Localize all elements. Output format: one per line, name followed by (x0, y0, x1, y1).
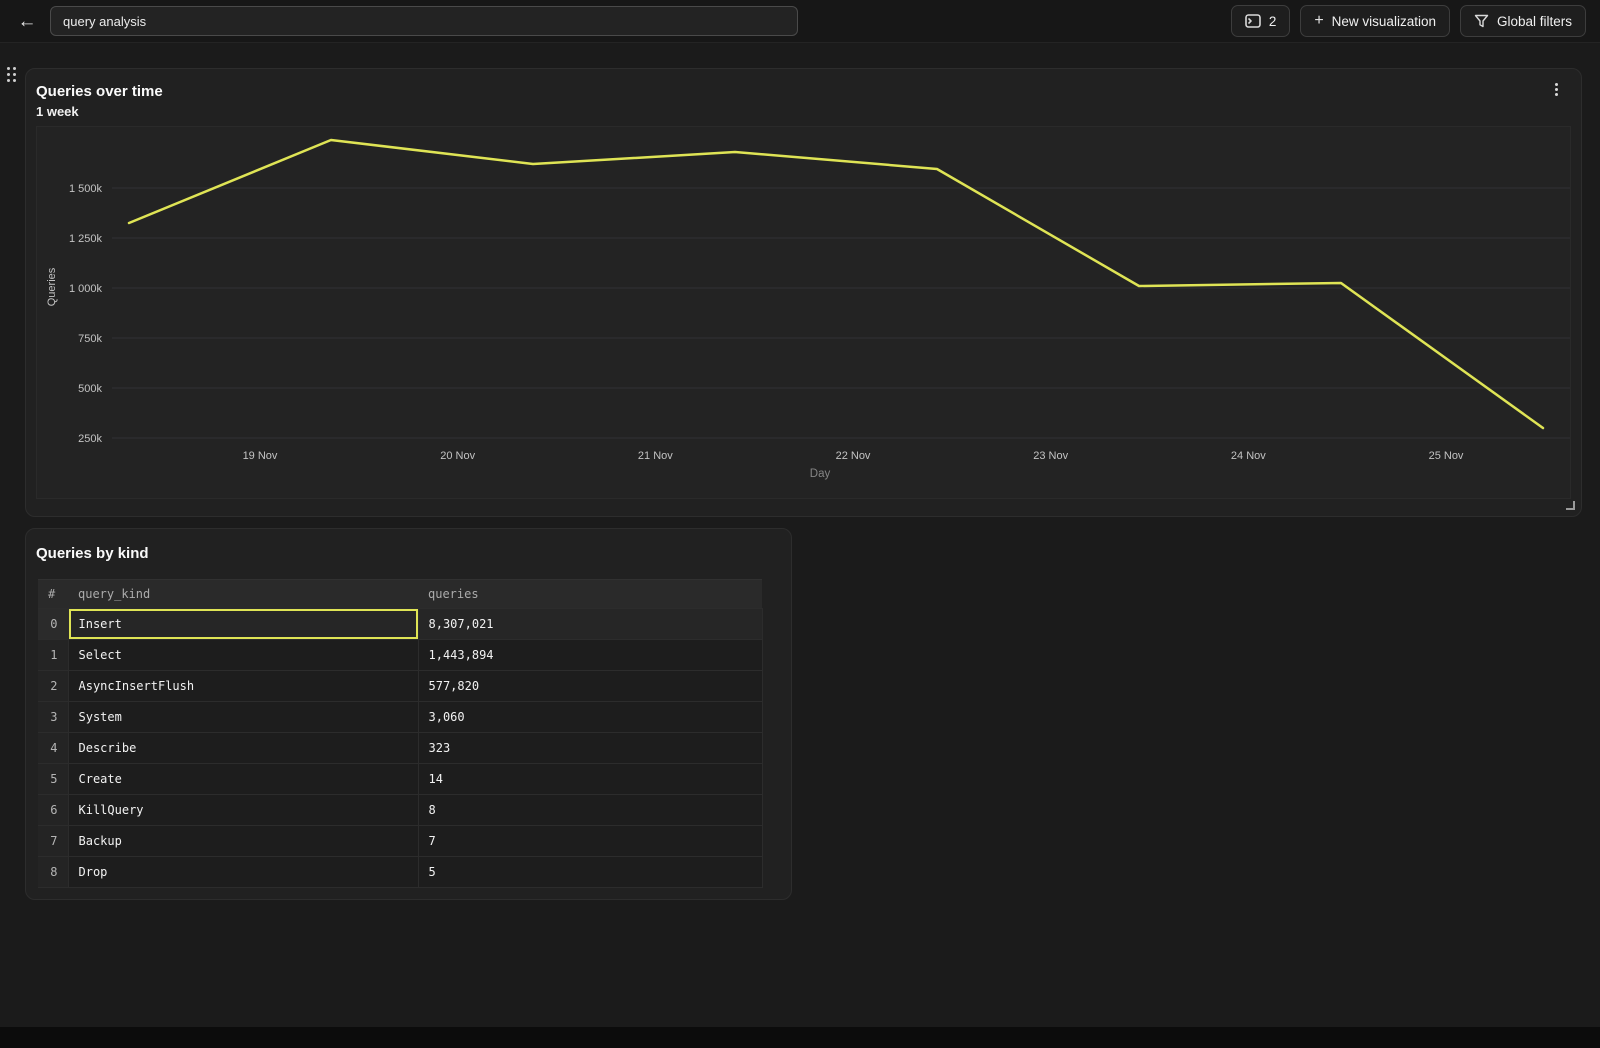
table-panel: Queries by kind # query_kind queries 0In… (25, 528, 792, 900)
column-header-queries[interactable]: queries (418, 580, 762, 609)
query-kind-cell[interactable]: Select (68, 640, 418, 671)
series-line-queries (129, 140, 1543, 428)
x-tick-label: 20 Nov (440, 450, 475, 462)
table-row: 7Backup7 (38, 826, 762, 857)
row-index-cell: 3 (38, 702, 68, 733)
table-row: 6KillQuery8 (38, 795, 762, 826)
x-tick-label: 19 Nov (243, 450, 278, 462)
y-tick-label: 250k (78, 433, 102, 445)
query-kind-cell[interactable]: Insert (68, 609, 418, 640)
new-visualization-label: New visualization (1332, 14, 1436, 29)
query-kind-cell[interactable]: Create (68, 764, 418, 795)
table-row: 5Create14 (38, 764, 762, 795)
back-button[interactable]: ← (14, 12, 40, 31)
query-kind-cell[interactable]: Backup (68, 826, 418, 857)
row-index-cell: 7 (38, 826, 68, 857)
chart-panel-header: Queries over time 1 week (36, 83, 163, 119)
y-tick-label: 1 500k (69, 183, 103, 195)
row-index-cell: 1 (38, 640, 68, 671)
queries-value-cell[interactable]: 7 (418, 826, 762, 857)
new-visualization-button[interactable]: + New visualization (1300, 5, 1450, 37)
global-filters-label: Global filters (1497, 14, 1572, 29)
plus-icon: + (1314, 12, 1323, 30)
row-index-cell: 5 (38, 764, 68, 795)
chart-title: Queries over time (36, 83, 163, 100)
x-axis-title: Day (810, 468, 831, 480)
row-index-cell: 0 (38, 609, 68, 640)
x-tick-label: 23 Nov (1033, 450, 1068, 462)
drag-handle-icon[interactable] (7, 67, 21, 83)
query-kind-cell[interactable]: AsyncInsertFlush (68, 671, 418, 702)
query-kind-cell[interactable]: System (68, 702, 418, 733)
column-header-index[interactable]: # (38, 580, 68, 609)
queries-value-cell[interactable]: 323 (418, 733, 762, 764)
queries-value-cell[interactable]: 1,443,894 (418, 640, 762, 671)
table-row: 0Insert8,307,021 (38, 609, 762, 640)
y-tick-label: 1 000k (69, 283, 103, 295)
queries-value-cell[interactable]: 5 (418, 857, 762, 888)
panels-count-button[interactable]: 2 (1231, 5, 1291, 37)
topbar: ← 2 + New visualization Global filters (0, 0, 1600, 43)
chart-subtitle: 1 week (36, 104, 163, 119)
row-index-cell: 4 (38, 733, 68, 764)
table-row: 3System3,060 (38, 702, 762, 733)
queries-value-cell[interactable]: 14 (418, 764, 762, 795)
y-tick-label: 1 250k (69, 233, 103, 245)
y-tick-label: 500k (78, 383, 102, 395)
table-title: Queries by kind (36, 545, 149, 562)
queries-value-cell[interactable]: 8,307,021 (418, 609, 762, 640)
dashboard-page: { "topbar": { "back_glyph": "←", "dashbo… (0, 0, 1600, 1048)
filter-icon (1474, 14, 1489, 28)
queries-by-kind-table: # query_kind queries 0Insert8,307,0211Se… (38, 579, 763, 888)
row-index-cell: 6 (38, 795, 68, 826)
dashboard-title-input[interactable] (50, 6, 798, 36)
chart-panel: Queries over time 1 week 1 500k 1 250k 1 0… (25, 68, 1582, 517)
query-kind-cell[interactable]: Describe (68, 733, 418, 764)
table-row: 1Select1,443,894 (38, 640, 762, 671)
panel-icon (1245, 14, 1261, 28)
table-header-row: # query_kind queries (38, 580, 762, 609)
x-tick-label: 22 Nov (836, 450, 871, 462)
table-row: 8Drop5 (38, 857, 762, 888)
line-chart-canvas: 1 500k 1 250k 1 000k 750k 500k 250k 19 Nov 20 N… (37, 127, 1572, 500)
row-index-cell: 8 (38, 857, 68, 888)
queries-value-cell[interactable]: 3,060 (418, 702, 762, 733)
queries-value-cell[interactable]: 577,820 (418, 671, 762, 702)
query-kind-cell[interactable]: Drop (68, 857, 418, 888)
queries-value-cell[interactable]: 8 (418, 795, 762, 826)
panels-count-label: 2 (1269, 14, 1277, 29)
x-tick-label: 24 Nov (1231, 450, 1266, 462)
x-tick-label: 21 Nov (638, 450, 673, 462)
queries-over-time-chart[interactable]: 1 500k 1 250k 1 000k 750k 500k 250k 19 Nov 20 N… (36, 126, 1571, 499)
query-kind-cell[interactable]: KillQuery (68, 795, 418, 826)
resize-corner-icon[interactable] (1566, 501, 1575, 510)
table-row: 2AsyncInsertFlush577,820 (38, 671, 762, 702)
kebab-menu-icon[interactable] (1547, 79, 1565, 99)
table-row: 4Describe323 (38, 733, 762, 764)
window-bottom-edge (0, 1027, 1600, 1048)
x-tick-label: 25 Nov (1429, 450, 1464, 462)
row-index-cell: 2 (38, 671, 68, 702)
y-tick-label: 750k (78, 333, 102, 345)
column-header-query-kind[interactable]: query_kind (68, 580, 418, 609)
global-filters-button[interactable]: Global filters (1460, 5, 1586, 37)
table-panel-header: Queries by kind (36, 545, 149, 562)
y-axis-title: Queries (46, 267, 58, 306)
